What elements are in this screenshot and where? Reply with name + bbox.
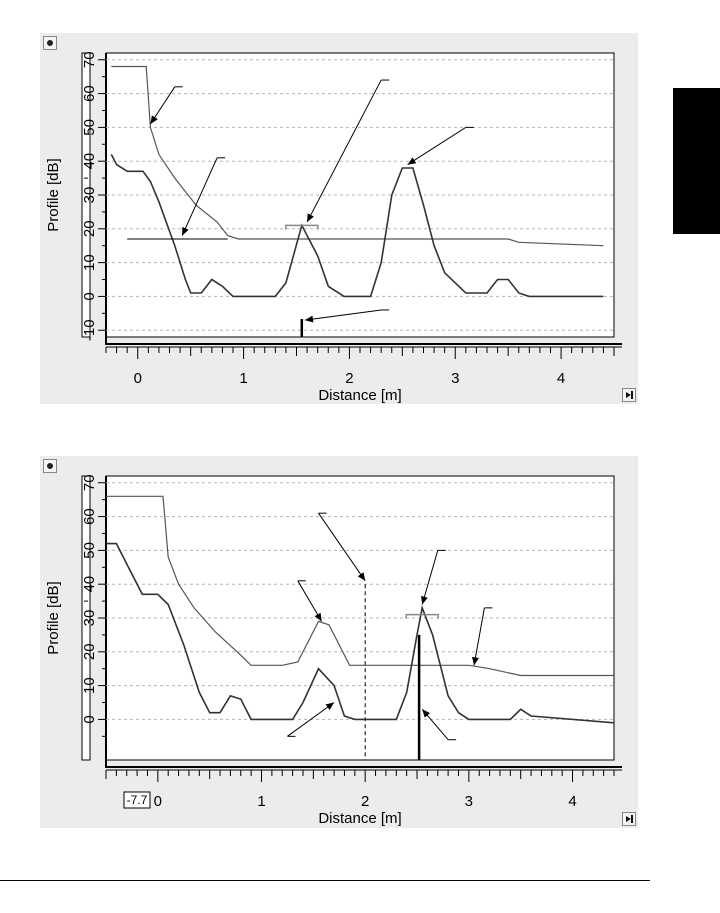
- chart-scroll-end-button[interactable]: [622, 812, 636, 826]
- annotation-arrowhead: [182, 226, 189, 236]
- chart-options-button[interactable]: [43, 459, 57, 473]
- y-tick-label: 10: [81, 677, 98, 694]
- chart-svg-bottom: 0 10 20 30 40 50 60 70 Profile [dB] 0 1 2 3 4 Distance…: [45, 474, 622, 827]
- annotation-leader: [407, 126, 467, 165]
- y-tick-label: 60: [81, 85, 98, 102]
- annotation-arrowhead: [422, 709, 431, 718]
- y-tick-label: 30: [81, 187, 98, 204]
- annotation-arrowhead: [357, 572, 366, 581]
- chart-svg-top: -10 0 10 20 30 40 50 60 70 Profile [dB] 0 1 2 3 4 Dista…: [45, 51, 622, 404]
- x-tick-label: 3: [451, 370, 459, 387]
- y-tick-label: 70: [81, 51, 98, 68]
- echo-profile-chart-top: -10 0 10 20 30 40 50 60 70 Profile [dB] 0 1 2 3 4 Dista…: [40, 33, 638, 404]
- x-tick-label: 0: [134, 370, 142, 387]
- y-tick-label: 0: [81, 292, 98, 300]
- footer-rule: [0, 880, 650, 881]
- y-tick-label: 0: [81, 715, 98, 723]
- x-tick-label: 2: [361, 793, 369, 810]
- threshold-curve: [111, 65, 604, 247]
- x-tick-label: 1: [239, 370, 247, 387]
- x-tick-label: 1: [257, 793, 265, 810]
- annotation-leader: [181, 157, 218, 236]
- annotation-leader: [318, 512, 366, 582]
- y-tick-label: 60: [81, 508, 98, 525]
- echo-profile: [110, 154, 604, 298]
- annotation-leader: [304, 309, 382, 321]
- echo-bracket-marker: [285, 224, 319, 230]
- y-tick-label: 50: [81, 542, 98, 559]
- annotation-arrowhead: [325, 702, 335, 711]
- x-tick-label: 0: [154, 793, 162, 810]
- cursor-readout-value: -7.7: [127, 793, 148, 807]
- annotation-arrowhead: [407, 157, 417, 165]
- y-axis-label: Profile [dB]: [45, 581, 62, 654]
- y-scroll-strip: [81, 52, 91, 338]
- annotation-arrowhead: [307, 213, 314, 223]
- x-tick-label: 3: [465, 793, 473, 810]
- echo-profile-chart-bottom: 0 10 20 30 40 50 60 70 Profile [dB] 0 1 2 3 4 Distance…: [40, 456, 638, 828]
- x-tick-label: 4: [557, 370, 565, 387]
- annotation-arrowhead: [472, 656, 479, 666]
- y-tick-label: -10: [81, 319, 98, 341]
- x-axis-label: Distance [m]: [318, 387, 401, 404]
- y-tick-label: 50: [81, 119, 98, 136]
- cursor-readout-box: [123, 791, 151, 809]
- y-tick-label: 70: [81, 474, 98, 491]
- y-tick-label: 10: [81, 254, 98, 271]
- annotation-leader: [421, 550, 439, 605]
- annotation-leader: [473, 607, 485, 666]
- x-tick-label: 4: [568, 793, 576, 810]
- x-axis-label: Distance [m]: [318, 810, 401, 827]
- annotation-arrowhead: [421, 595, 428, 605]
- y-tick-label: 20: [81, 220, 98, 237]
- section-tab: [673, 88, 720, 234]
- echo-bracket-marker: [405, 613, 439, 619]
- annotation-leader: [287, 702, 335, 737]
- y-tick-label: 20: [81, 643, 98, 660]
- y-scroll-strip: [81, 475, 91, 761]
- annotation-arrowhead: [314, 612, 322, 622]
- y-tick-label: 40: [81, 576, 98, 593]
- x-tick-label: 2: [345, 370, 353, 387]
- annotation-arrowhead: [150, 115, 158, 124]
- y-axis-label: Profile [dB]: [45, 158, 62, 231]
- y-tick-label: 30: [81, 610, 98, 627]
- chart-scroll-end-button[interactable]: [622, 388, 636, 402]
- chart-options-button[interactable]: [43, 36, 57, 50]
- y-tick-label: 40: [81, 153, 98, 170]
- echo-profile: [106, 542, 614, 724]
- annotation-arrowhead: [304, 315, 314, 323]
- threshold-curve: [106, 495, 614, 677]
- annotation-leader: [306, 79, 382, 223]
